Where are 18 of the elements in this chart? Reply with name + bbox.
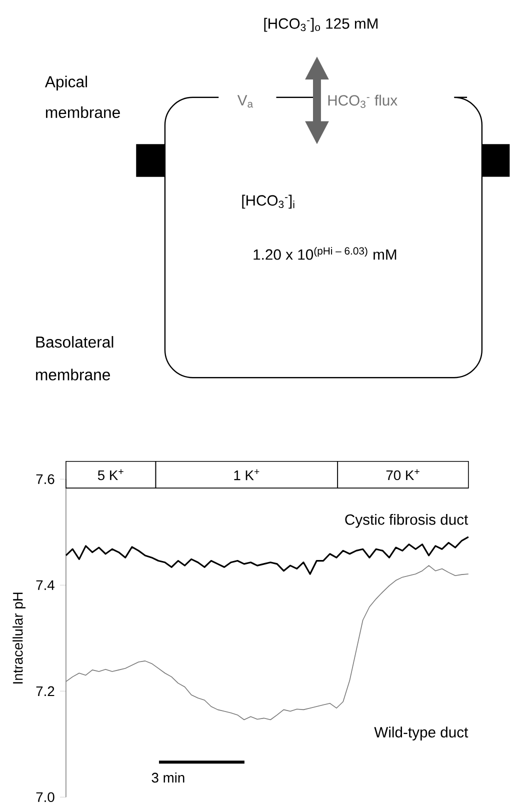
y-axis-title: Intracellular pH bbox=[12, 592, 26, 684]
y-tick-label: 7.2 bbox=[36, 686, 54, 696]
annotation: 5 K$^{+}$ bbox=[98, 469, 124, 480]
text: 1.20 x 10$^{(pHi – 6.03)}$ mM bbox=[254, 246, 396, 260]
y-tick-label: 7.6 bbox=[36, 474, 54, 484]
annotation: 70 K$^{+}$ bbox=[386, 469, 420, 480]
y-tick-label: 7.0 bbox=[36, 792, 54, 802]
text: HCO$_{3}$$^{-}$ flux bbox=[328, 94, 398, 108]
text: V$_{a}$ bbox=[238, 95, 254, 108]
y-tick-label: 7.4 bbox=[36, 580, 55, 590]
annotation: 1 K$^{+}$ bbox=[234, 469, 260, 480]
text: Basolateral membrane bbox=[36, 336, 114, 380]
text: Wild-type duct bbox=[374, 726, 468, 740]
series-label: Cystic fibrosis duct bbox=[345, 514, 468, 528]
text: [HCO$_{3}$$^{-}$]$_{i}$ bbox=[242, 194, 294, 209]
text: Apical membrane bbox=[45, 76, 120, 118]
text: [HCO$_{3}$$^{-}$]$_{o}$ 125 mM bbox=[264, 18, 378, 32]
annotation: 3 min bbox=[152, 772, 184, 783]
